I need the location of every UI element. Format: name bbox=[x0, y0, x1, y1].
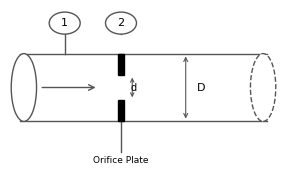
Ellipse shape bbox=[106, 12, 136, 34]
Ellipse shape bbox=[11, 54, 36, 121]
Bar bbox=[118, 54, 124, 75]
Text: 2: 2 bbox=[117, 18, 125, 28]
Ellipse shape bbox=[49, 12, 80, 34]
Text: 1: 1 bbox=[61, 18, 68, 28]
Text: Orifice Plate: Orifice Plate bbox=[93, 156, 149, 165]
Text: d: d bbox=[131, 82, 137, 93]
Ellipse shape bbox=[251, 54, 276, 121]
Text: D: D bbox=[197, 82, 205, 93]
Bar bbox=[118, 100, 124, 121]
